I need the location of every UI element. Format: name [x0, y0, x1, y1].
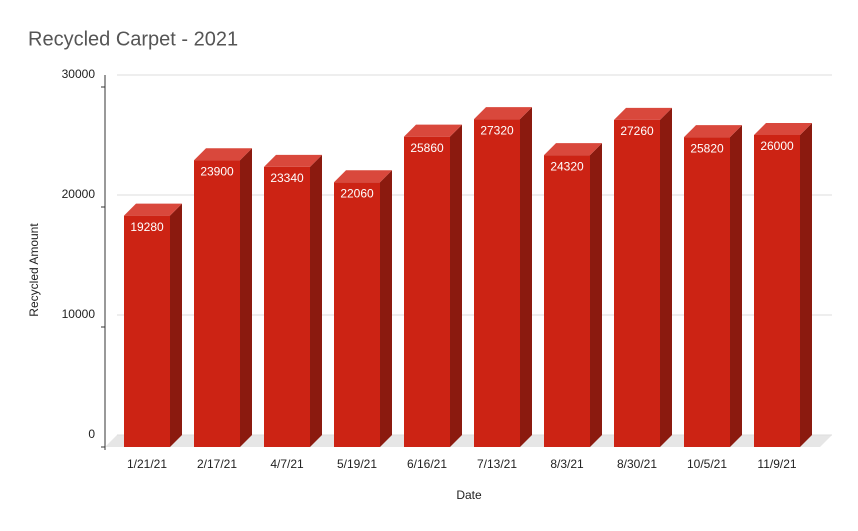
y-tick-label: 30000	[62, 67, 96, 81]
bar-top	[614, 107, 672, 120]
bar-top	[334, 170, 392, 183]
bar-side	[380, 170, 392, 447]
y-tick-label: 20000	[62, 187, 96, 201]
bar-side	[450, 124, 462, 448]
x-tick-label: 7/13/21	[477, 457, 517, 471]
x-tick-label: 6/16/21	[407, 457, 447, 471]
bar	[264, 154, 322, 448]
x-tick-label: 2/17/21	[197, 457, 237, 471]
value-label: 22060	[340, 186, 374, 200]
bar-side	[170, 203, 182, 447]
bar	[474, 107, 532, 447]
chart-title: Recycled Carpet - 2021	[28, 28, 238, 50]
x-tick-label: 8/3/21	[550, 457, 584, 471]
y-axis-title: Recycled Amount	[27, 223, 41, 317]
x-tick-label: 10/5/21	[687, 457, 727, 471]
value-label: 27320	[480, 123, 514, 137]
value-label: 26000	[760, 139, 794, 153]
x-tick-label: 5/19/21	[337, 457, 377, 471]
bar-side	[520, 107, 532, 447]
bar-top	[194, 148, 252, 161]
bar-front	[404, 136, 450, 447]
bar-side	[240, 148, 252, 447]
bar-front	[334, 182, 380, 447]
bar-side	[590, 143, 602, 447]
value-label: 25820	[690, 141, 724, 155]
bar-side	[660, 107, 672, 447]
x-tick-label: 1/21/21	[127, 457, 167, 471]
bar	[614, 107, 672, 447]
bar-front	[544, 155, 590, 447]
bar	[334, 170, 392, 447]
bar-front	[754, 135, 800, 447]
bar	[754, 123, 812, 447]
bar	[404, 124, 462, 448]
value-label: 24320	[550, 159, 584, 173]
y-tick-label: 10000	[62, 307, 96, 321]
bar-front	[614, 119, 660, 447]
bar-front	[124, 215, 170, 447]
bar	[194, 148, 252, 447]
bar-front	[474, 119, 520, 447]
x-tick-label: 11/9/21	[757, 457, 796, 471]
bar-top	[404, 124, 462, 137]
bar-front	[194, 160, 240, 447]
bar-top	[544, 143, 602, 156]
bar-top	[474, 107, 532, 120]
bar	[124, 203, 182, 447]
value-label: 23340	[270, 171, 304, 185]
bar-top	[684, 125, 742, 138]
bar-top	[124, 203, 182, 216]
bar-front	[684, 137, 730, 447]
bar-side	[310, 154, 322, 448]
bar-top	[264, 154, 322, 167]
x-tick-label: 8/30/21	[617, 457, 657, 471]
value-label: 23900	[200, 164, 234, 178]
value-label: 25860	[410, 141, 444, 155]
x-tick-label: 4/7/21	[270, 457, 304, 471]
value-label: 19280	[130, 220, 164, 234]
bar	[544, 143, 602, 447]
bar-side	[730, 125, 742, 447]
bar-front	[264, 166, 310, 448]
value-label: 27260	[620, 124, 654, 138]
bar-top	[754, 123, 812, 135]
y-tick-label: 0	[88, 427, 95, 441]
bar-side	[800, 123, 812, 447]
x-axis-title: Date	[456, 488, 482, 502]
bar	[684, 125, 742, 447]
